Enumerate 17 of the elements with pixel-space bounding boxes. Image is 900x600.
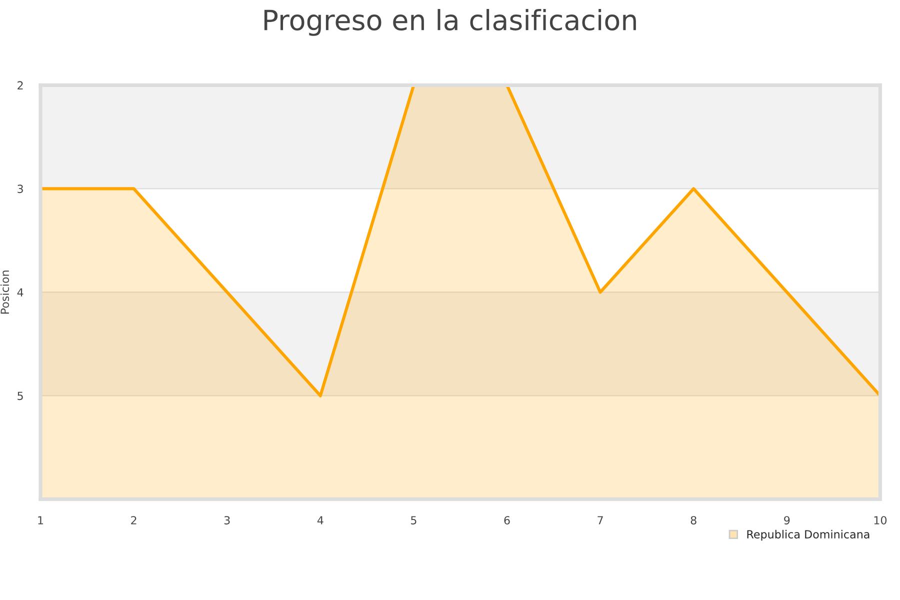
chart-title: Progreso en la clasificacion [264,9,636,36]
x-tick-label: 10 [874,516,887,524]
y-axis-title: Posicion [0,270,10,314]
x-tick-label: 7 [598,516,603,524]
y-tick-label: 4 [17,288,24,296]
x-tick-label: 1 [38,516,44,524]
x-tick-label: 8 [690,516,696,524]
legend-label: Republica Dominicana [747,530,870,541]
y-tick-label: 5 [18,392,23,400]
x-tick-label: 2 [131,516,136,524]
x-tick-label: 5 [411,516,416,524]
x-tick-label: 4 [317,516,324,524]
x-tick-label: 6 [504,516,510,524]
x-tick-label: 3 [224,516,230,524]
x-tick-label: 9 [784,516,790,524]
y-tick-label: 2 [18,81,23,90]
y-tick-label: 3 [18,184,23,194]
